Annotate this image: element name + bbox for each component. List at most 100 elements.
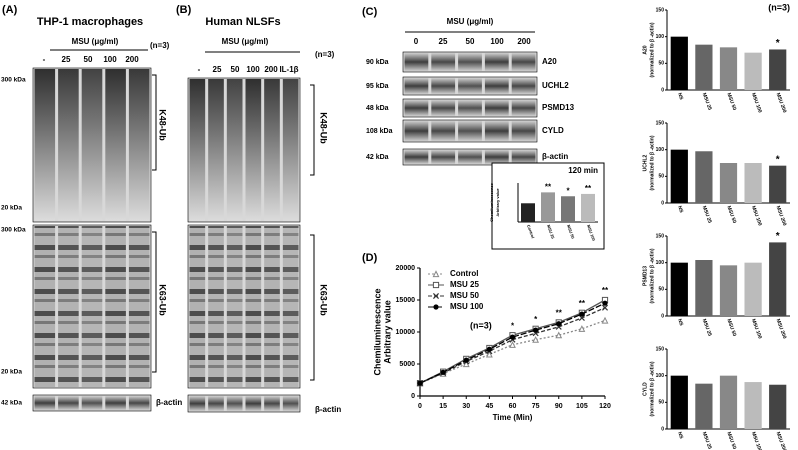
- data-point: [432, 281, 440, 289]
- y-tick-label: 50: [658, 61, 664, 67]
- band-label: K48-Ub: [158, 109, 168, 141]
- blot-lane: [404, 100, 429, 116]
- blot-lane: [34, 226, 56, 387]
- y-tick-label: 0: [661, 200, 664, 206]
- y-tick-label: 20000: [396, 265, 416, 272]
- bracket: [152, 74, 157, 171]
- mw-marker: 108 kDa: [366, 128, 393, 135]
- x-tick-label: 120: [599, 403, 611, 410]
- blot-lane: [511, 121, 536, 141]
- blot-lane: [404, 78, 429, 94]
- blot-lane: [282, 79, 299, 221]
- blot-lane: [511, 53, 536, 71]
- y-axis-label: A20: [642, 45, 648, 54]
- lane-label: 200: [264, 65, 278, 74]
- mw-marker: 42 kDa: [1, 400, 22, 407]
- y-tick-label: 5000: [399, 361, 415, 368]
- y-tick-label: 0: [661, 313, 664, 319]
- y-axis-label: (normalized to β -actin): [649, 248, 655, 303]
- blot-lane: [458, 53, 482, 71]
- lane-label: 50: [84, 55, 93, 64]
- x-tick-label: MSU 50: [725, 431, 737, 450]
- y-tick-label: 50: [658, 400, 664, 406]
- bar: [719, 375, 738, 429]
- bar: [769, 384, 787, 429]
- blot-lane: [189, 226, 206, 387]
- data-point: [486, 346, 492, 352]
- legend-label: MSU 100: [450, 302, 484, 311]
- data-point: [555, 331, 563, 339]
- x-tick-label: MSU 50: [725, 205, 737, 224]
- blot-lane: [245, 79, 262, 221]
- x-tick-label: 90: [555, 403, 563, 410]
- lane-label: 200: [517, 37, 531, 46]
- bar: [541, 192, 555, 222]
- x-tick-label: MSU 25: [701, 431, 713, 450]
- blot-lane: [208, 226, 224, 387]
- x-tick-label: MSU 200: [775, 92, 788, 114]
- x-tick-label: 15: [439, 403, 447, 410]
- y-axis-label: CYLD: [642, 382, 648, 396]
- x-tick-label: MSU 50: [566, 224, 576, 240]
- mw-marker: 300 kDa: [1, 227, 26, 234]
- y-tick-label: 100: [656, 147, 665, 153]
- y-axis-label: Arbitrary value: [495, 188, 500, 217]
- x-tick-label: MSU 200: [775, 205, 788, 227]
- treatment-label: MSU (μg/ml): [222, 37, 269, 46]
- blot: [187, 224, 301, 389]
- blot-lane: [431, 150, 456, 164]
- data-point: [509, 334, 516, 340]
- significance: *: [534, 315, 538, 324]
- chart-title: (n=3): [470, 320, 492, 330]
- y-tick-label: 100: [656, 34, 665, 40]
- blot-lane: [245, 226, 262, 387]
- data-point: [433, 304, 439, 310]
- mw-marker: 300 kDa: [1, 77, 26, 84]
- blot-lane: [484, 150, 509, 164]
- data-point: [463, 357, 469, 363]
- x-tick-label: MSU 100: [750, 318, 763, 340]
- bracket: [310, 234, 315, 381]
- blot-lane: [484, 100, 509, 116]
- significance: **: [545, 182, 552, 191]
- mw-marker: 20 kDa: [1, 369, 22, 376]
- blot-lane: [431, 78, 456, 94]
- bracket: [152, 231, 157, 373]
- y-tick-label: 100: [656, 260, 665, 266]
- blot-lane: [511, 78, 536, 94]
- lane-label: 25: [62, 55, 71, 64]
- blot-lane: [264, 79, 280, 221]
- panel-title: THP-1 macrophages: [37, 16, 143, 28]
- series-line: [419, 302, 606, 384]
- x-tick-label: MSU 100: [750, 92, 763, 114]
- blot-lane: [81, 226, 103, 387]
- lane-label: 200: [125, 55, 139, 64]
- blot-lane: [431, 121, 456, 141]
- blot-lane: [105, 69, 126, 221]
- treatment-label: MSU (μg/ml): [72, 37, 119, 46]
- bar: [670, 149, 688, 203]
- legend-label: MSU 50: [450, 291, 479, 300]
- x-tick-label: MSU 100: [586, 224, 597, 242]
- y-tick-label: 10000: [396, 329, 416, 336]
- y-tick-label: 150: [656, 346, 665, 352]
- blot-lane: [458, 78, 482, 94]
- bar: [581, 193, 595, 222]
- lane-label: -: [198, 65, 201, 74]
- blot-lane: [264, 226, 280, 387]
- lane-label: 50: [466, 37, 475, 46]
- data-point: [578, 314, 585, 321]
- lane-label: 25: [213, 65, 222, 74]
- significance: **: [585, 184, 592, 193]
- chart-title: 120 min: [568, 166, 598, 175]
- blot-lane: [484, 53, 509, 71]
- lane-label: 25: [439, 37, 448, 46]
- data-point: [579, 311, 585, 317]
- blot-lane: [484, 121, 509, 141]
- y-tick-label: 50: [658, 287, 664, 293]
- blot-lane: [404, 121, 429, 141]
- n-label: (n=3): [150, 41, 170, 50]
- blot-lane: [245, 396, 262, 411]
- blot-lane: [431, 100, 456, 116]
- x-tick-label: NS: [676, 205, 684, 214]
